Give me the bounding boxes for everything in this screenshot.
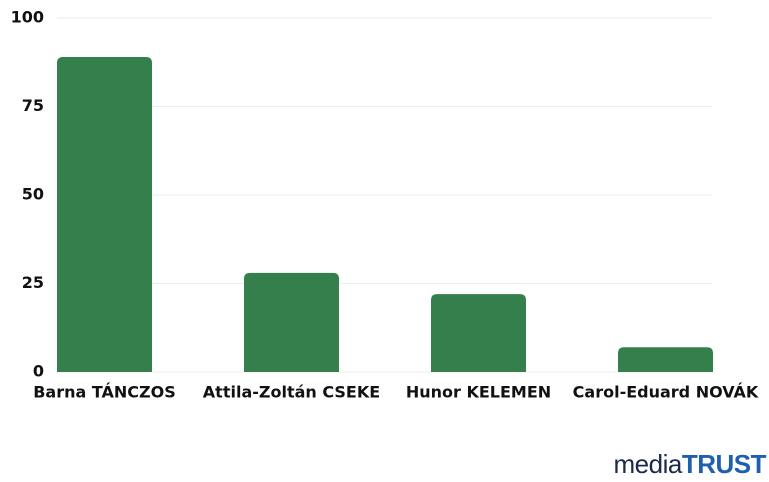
y-tick-label: 0 xyxy=(33,362,44,381)
y-tick-label: 50 xyxy=(22,185,44,204)
bar xyxy=(431,294,526,372)
logo-part: media xyxy=(614,449,683,479)
bar xyxy=(57,56,152,372)
bar xyxy=(244,272,339,372)
x-tick-label: Carol-Eduard NOVÁK xyxy=(573,383,759,402)
y-tick-label: 75 xyxy=(22,96,44,115)
x-tick-label: Attila-Zoltán CSEKE xyxy=(203,383,380,402)
x-tick-label: Hunor KELEMEN xyxy=(406,383,551,402)
bar xyxy=(618,347,713,372)
logo: mediaTRUST xyxy=(614,449,767,479)
logo-part: TRUST xyxy=(682,449,767,479)
x-tick-label: Barna TÁNCZOS xyxy=(33,383,176,402)
y-tick-label: 100 xyxy=(11,8,44,27)
y-tick-label: 25 xyxy=(22,273,44,292)
